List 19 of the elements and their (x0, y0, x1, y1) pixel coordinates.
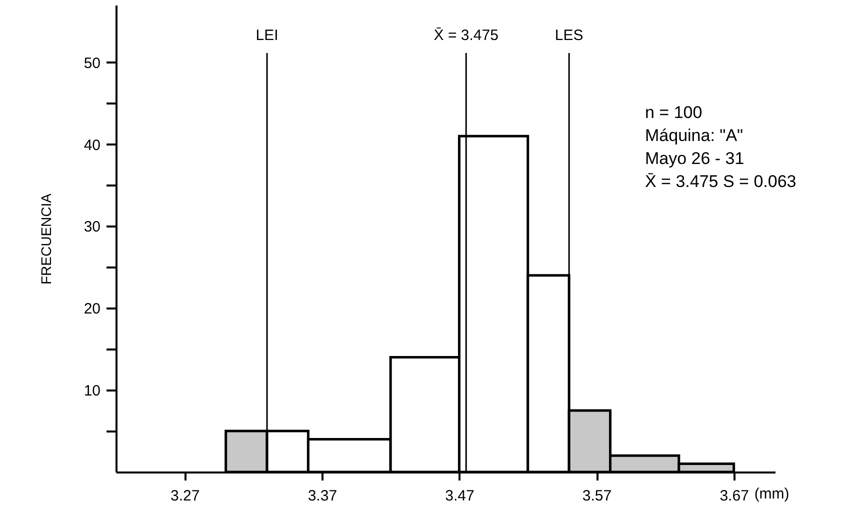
annotation: Máquina: "A" (645, 126, 744, 145)
annotation: n = 100 (645, 103, 702, 122)
y-axis-title: FRECUENCIA (38, 192, 54, 285)
ref-line-label: LEI (256, 27, 278, 44)
annotation: Mayo 26 - 31 (645, 149, 744, 168)
x-tick-label: 3.67 (720, 488, 749, 504)
x-tick-label: 3.37 (308, 488, 338, 504)
y-tick-label: 30 (84, 218, 100, 236)
y-tick-label: 10 (84, 382, 100, 400)
x-tick-label: 3.27 (170, 488, 200, 504)
y-tick-label: 40 (84, 136, 100, 154)
x-tick-label: 3.57 (582, 488, 612, 504)
x-axis-title: (mm) (754, 486, 790, 502)
y-tick-label: 20 (84, 300, 100, 318)
y-tick-label: 50 (84, 54, 100, 72)
x-tick-label: 3.47 (445, 488, 474, 504)
ref-line-label: X̄ = 3.475 (434, 27, 498, 44)
ref-line-label: LES (554, 27, 584, 44)
annotation: X̄ = 3.475 S = 0.063 (645, 172, 796, 191)
